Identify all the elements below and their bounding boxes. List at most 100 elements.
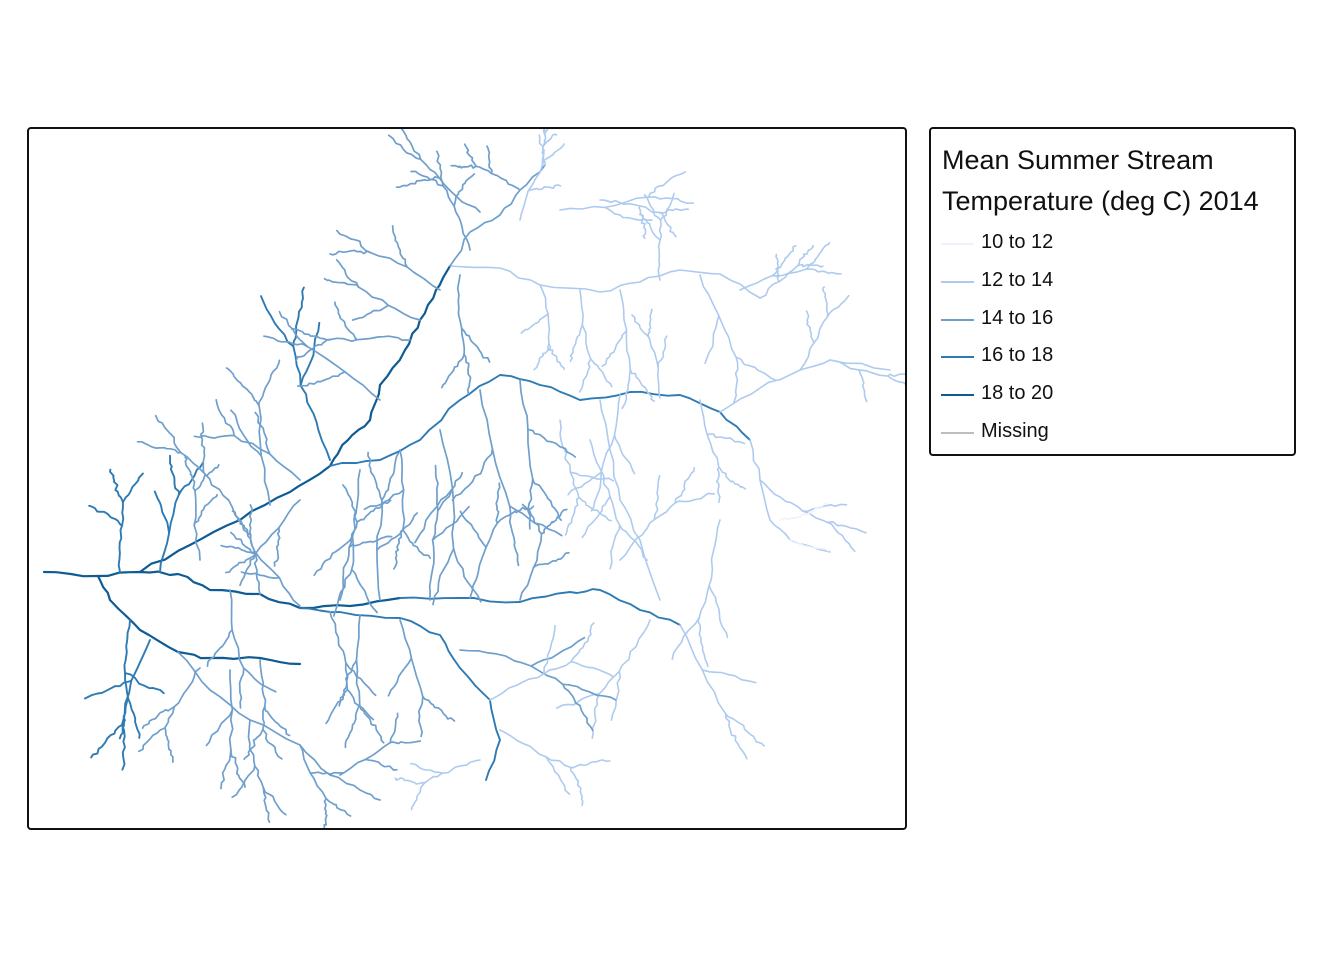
tributary [123,619,131,701]
tributary [613,433,636,475]
tributary [351,304,390,321]
tributary [659,192,675,221]
tributary [88,504,124,527]
tributary [339,521,358,601]
tributary [643,194,662,221]
tributary [508,505,520,567]
tributary [451,447,494,502]
tributary [436,471,464,512]
tributary [826,294,850,318]
tributary [199,422,206,474]
tributary [886,375,905,385]
tributary [591,693,601,739]
tributary [559,196,650,211]
tributary [225,553,257,574]
tributary [344,662,377,697]
tributary [530,636,586,667]
tributary [826,521,856,552]
tributary [697,616,709,668]
tributary [230,409,263,457]
tributary [239,553,257,587]
tributary [432,547,455,606]
tributary [389,740,422,745]
tributary [117,501,125,573]
tributary [299,744,327,800]
legend-swatch [941,356,974,358]
tributary [338,659,358,707]
tributary [459,649,564,686]
tributary [570,660,615,678]
legend-item-missing: Missing [941,418,1281,448]
tributary [561,683,617,701]
tributary [647,171,686,198]
tributary [570,622,595,663]
main-stream [599,399,661,601]
tributary [619,289,632,371]
tributary [240,571,281,579]
tributary [463,353,472,395]
tributary [205,709,234,747]
tributary [674,466,695,504]
legend-item-12-to-14: 12 to 14 [941,267,1281,297]
tributary [520,313,549,334]
tributary [555,693,601,709]
tributary [647,308,653,341]
tributary [735,356,776,381]
tributary [335,229,371,254]
tributary [826,521,867,534]
map-panel[interactable] [27,127,907,830]
legend-swatch [941,281,974,283]
tributary [631,314,651,341]
tributary [733,356,739,403]
tributary [739,268,808,291]
tributary [329,611,349,691]
main-stream [449,265,761,299]
tributary [220,749,232,790]
tributary [589,358,613,388]
tributary [387,657,413,697]
tributary [542,133,558,146]
tributary [83,679,133,700]
tributary [519,532,543,601]
tributary [531,478,563,521]
tributary [348,535,393,549]
tributary [387,134,422,161]
tributary [601,328,628,367]
tributary [428,509,439,601]
tributary [306,345,381,401]
tributary [323,797,328,828]
tributary [184,456,196,492]
tributary [543,624,556,675]
tributary [456,274,466,356]
tributary [621,368,632,410]
tributary [548,343,565,371]
tributary [559,419,580,499]
tributary [121,723,126,771]
tributary [657,219,663,281]
tributary [725,713,765,747]
tributary [356,499,392,523]
tributary [561,683,594,732]
tributary [295,338,332,362]
tributary [417,695,424,738]
tributary [229,531,257,556]
tributary [489,660,572,701]
tributary [109,468,124,504]
tributary [460,327,491,363]
tributary [292,345,331,461]
tributary [610,670,622,721]
tributary [532,552,570,569]
tributary [578,358,592,393]
tributary [519,164,544,221]
main-stream [138,264,452,574]
tributary [423,759,481,784]
tributary [431,505,470,541]
tributary [206,629,233,668]
tributary [421,695,456,722]
legend-swatch [941,394,974,396]
tributary [527,428,577,458]
tributary [410,762,444,774]
tributary [230,749,246,788]
legend-item-14-to-16: 14 to 16 [941,305,1281,335]
tributary [238,667,245,709]
